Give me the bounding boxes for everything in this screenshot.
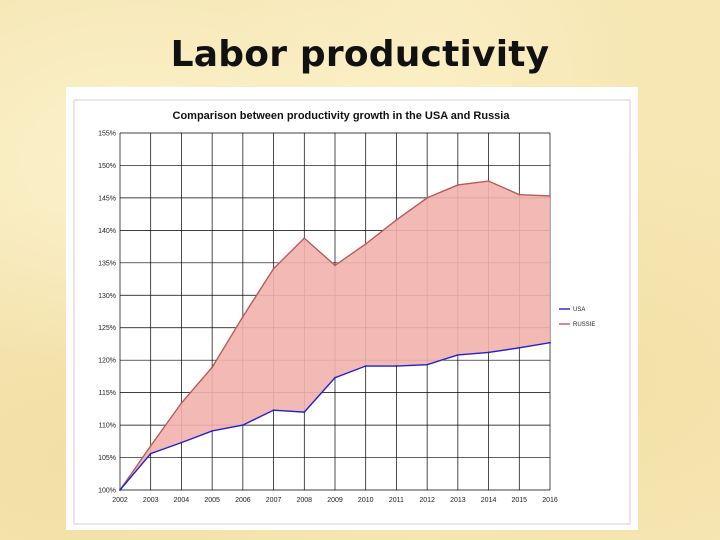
y-tick-label: 120% — [98, 358, 116, 365]
productivity-gap-area — [120, 181, 550, 491]
y-tick-label: 145% — [98, 195, 116, 202]
y-axis-ticks: 100% 105% 110% 115% 120% 125% 130% 135% 140% 145%… — [98, 131, 116, 495]
data-point-usa — [334, 376, 336, 379]
data-point-usa — [180, 441, 183, 444]
data-point-russie — [395, 219, 398, 221]
data-point-russie — [456, 184, 459, 186]
data-point-usa — [211, 430, 214, 432]
y-tick-label: 130% — [98, 293, 116, 300]
legend: USA RUSSIE — [559, 307, 595, 328]
data-point-russie — [518, 193, 521, 196]
slide-title: Labor productivity — [170, 34, 550, 75]
y-tick-label: 125% — [98, 325, 116, 332]
data-point-russie — [211, 366, 214, 369]
x-axis-ticks: 2002 2003 2004 2005 2006 2007 2008 2009 2010 2011… — [112, 497, 558, 504]
y-tick-label: 100% — [98, 488, 116, 495]
data-point-usa — [272, 409, 275, 412]
data-point-usa — [426, 363, 429, 366]
x-tick-label: 2007 — [266, 497, 282, 504]
y-tick-label: 150% — [98, 163, 116, 170]
data-point-usa — [518, 346, 521, 349]
data-point-russie — [549, 195, 551, 197]
x-tick-label: 2002 — [112, 497, 128, 504]
data-point-russie — [149, 444, 152, 447]
data-point-russie — [487, 180, 490, 182]
x-tick-label: 2015 — [511, 497, 527, 504]
data-point-russie — [303, 237, 306, 240]
x-tick-label: 2010 — [358, 497, 374, 504]
x-tick-label: 2006 — [235, 497, 251, 504]
data-point-usa — [241, 424, 244, 426]
data-point-usa — [149, 452, 152, 455]
chart-panel: Comparison between productivity growth i… — [66, 87, 638, 530]
data-point-russie — [180, 402, 183, 404]
y-tick-label: 155% — [98, 131, 116, 138]
y-tick-label: 140% — [98, 228, 116, 235]
x-tick-label: 2014 — [481, 497, 497, 504]
y-tick-label: 110% — [99, 423, 116, 430]
x-tick-label: 2012 — [419, 497, 435, 504]
y-tick-label: 105% — [98, 455, 116, 462]
data-point-usa — [303, 411, 306, 414]
productivity-chart: Comparison between productivity growth i… — [73, 99, 631, 525]
data-point-russie — [272, 267, 275, 270]
data-point-russie — [364, 243, 367, 245]
legend-label-usa: USA — [573, 307, 585, 313]
x-tick-label: 2004 — [174, 497, 190, 504]
x-tick-label: 2011 — [389, 497, 404, 504]
data-point-usa — [487, 351, 490, 354]
data-point-usa — [456, 354, 459, 356]
y-tick-label: 115% — [99, 390, 116, 397]
chart-frame — [73, 99, 631, 525]
area-layer — [120, 181, 550, 491]
legend-label-russie: RUSSIE — [573, 322, 595, 328]
x-tick-label: 2008 — [296, 497, 312, 504]
data-point-usa — [119, 489, 121, 491]
chart-title: Comparison between productivity growth i… — [173, 110, 511, 122]
data-point-usa — [395, 365, 398, 367]
data-point-russie — [426, 197, 429, 199]
x-tick-label: 2005 — [204, 497, 220, 504]
data-point-russie — [334, 264, 336, 267]
x-tick-label: 2009 — [327, 497, 343, 504]
data-point-russie — [241, 315, 244, 318]
data-point-usa — [364, 365, 367, 367]
line-layer — [119, 180, 551, 491]
data-point-usa — [549, 341, 551, 344]
y-tick-label: 135% — [98, 260, 116, 267]
x-tick-label: 2013 — [450, 497, 466, 504]
x-tick-label: 2016 — [542, 497, 558, 504]
x-tick-label: 2003 — [143, 497, 159, 504]
